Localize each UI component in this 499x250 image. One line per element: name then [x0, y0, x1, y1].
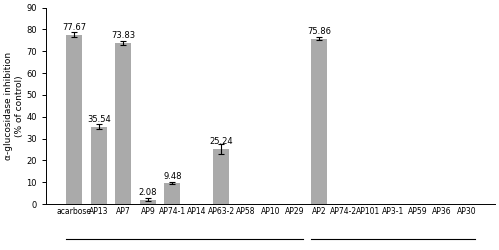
Bar	[66, 34, 82, 204]
Text: 2.08: 2.08	[139, 188, 157, 197]
Text: 75.86: 75.86	[307, 27, 331, 36]
Text: 25.24: 25.24	[210, 137, 233, 146]
Y-axis label: α-glucosidase inhibition
(% of control): α-glucosidase inhibition (% of control)	[4, 52, 23, 160]
Bar	[115, 43, 131, 204]
Text: 73.83: 73.83	[111, 31, 135, 40]
Bar	[165, 183, 180, 204]
Bar	[311, 38, 327, 204]
Bar	[91, 126, 107, 204]
Text: 9.48: 9.48	[163, 172, 182, 181]
Bar	[140, 200, 156, 204]
Text: 35.54: 35.54	[87, 115, 111, 124]
Bar	[214, 149, 230, 204]
Text: 77.67: 77.67	[62, 23, 86, 32]
